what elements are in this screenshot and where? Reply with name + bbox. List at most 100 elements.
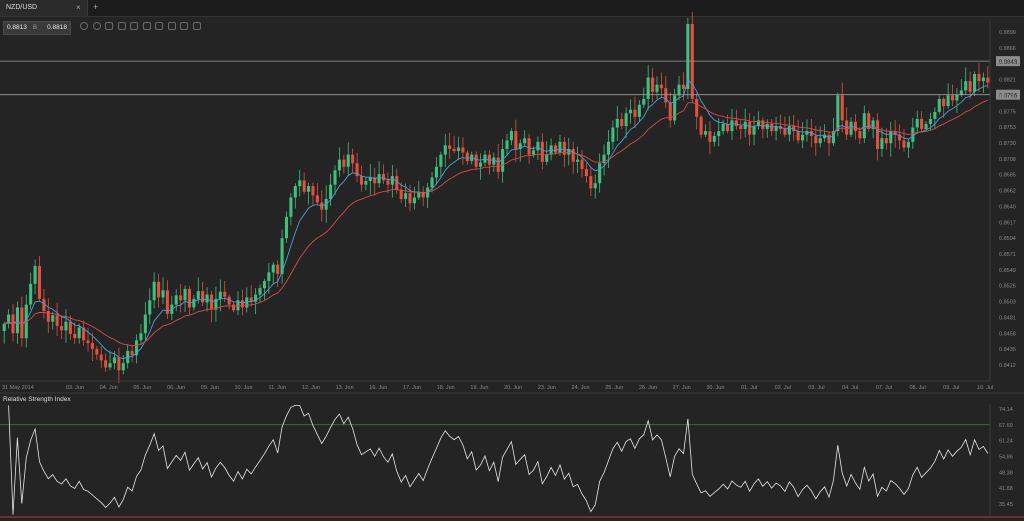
candle-body — [254, 294, 258, 302]
candle-body — [55, 315, 59, 327]
area-icon[interactable] — [155, 22, 163, 30]
candle-body — [377, 173, 381, 184]
x-tick-label: 31 May 2014 — [2, 385, 34, 391]
tab-nzdusd[interactable]: NZD/USD × — [0, 0, 88, 16]
y-tick-label: 0.8730 — [999, 141, 1016, 147]
add-tab-icon[interactable]: + — [93, 2, 99, 12]
quote-box[interactable]: 0.8813 B 0.8818 — [3, 21, 71, 35]
candle-body — [404, 193, 408, 199]
candle-body — [686, 24, 690, 89]
candle-body — [712, 136, 716, 142]
candle-body — [898, 134, 902, 141]
candle-body — [584, 168, 588, 177]
candle-body — [871, 120, 875, 129]
zoom-out-icon[interactable] — [92, 22, 101, 30]
candle-body — [492, 157, 496, 165]
candle-body — [593, 183, 597, 189]
candle-body — [986, 77, 990, 83]
candles-icon[interactable] — [117, 22, 126, 30]
candle-body — [86, 340, 90, 344]
indicator-icon[interactable] — [167, 22, 176, 30]
x-tick-label: 27. Jun — [673, 385, 691, 391]
candle-body — [540, 141, 544, 162]
y-tick-label: 0.8435 — [999, 347, 1016, 353]
line-icon[interactable] — [142, 22, 151, 30]
candle-body — [487, 154, 491, 165]
candle-body — [518, 143, 522, 149]
y-tick-label: 0.8662 — [999, 189, 1016, 195]
candle-body — [29, 283, 33, 305]
ma-fast-line — [4, 79, 988, 360]
drawing-icon[interactable] — [180, 22, 188, 30]
candle-body — [474, 154, 478, 167]
x-tick-label: 12. Jun — [302, 385, 320, 391]
cursor-icon[interactable] — [105, 22, 113, 30]
candle-body — [562, 141, 566, 155]
pencil-icon[interactable] — [192, 22, 201, 30]
candle-body — [761, 120, 765, 129]
x-tick-label: 23. Jun — [538, 385, 556, 391]
rsi-tick-label: 41.88 — [999, 486, 1013, 492]
x-tick-label: 11. Jun — [268, 385, 286, 391]
candle-body — [381, 173, 386, 181]
candle-body — [104, 360, 108, 368]
rsi-tick-label: 74.14 — [999, 407, 1013, 413]
candle-body — [434, 166, 438, 178]
candle-body — [545, 154, 549, 162]
candle-body — [703, 131, 708, 135]
candle-body — [668, 102, 672, 121]
candle-body — [245, 297, 249, 308]
y-tick-label: 0.8549 — [999, 268, 1016, 274]
candle-body — [42, 298, 46, 312]
candle-body — [805, 131, 809, 135]
bars-icon[interactable] — [130, 22, 138, 30]
candle-body — [893, 131, 897, 135]
candle-body — [60, 326, 64, 331]
candle-body — [7, 314, 11, 324]
candle-body — [620, 118, 624, 127]
candle-body — [223, 291, 227, 297]
zoom-in-icon[interactable] — [80, 22, 88, 30]
candle-body — [227, 296, 231, 305]
x-tick-label: 03. Jul — [808, 385, 824, 391]
candle-body — [395, 176, 399, 190]
candle-body — [452, 148, 456, 152]
candle-body — [796, 131, 800, 141]
x-tick-label: 01. Jul — [741, 385, 757, 391]
candle-body — [955, 94, 959, 101]
candle-body — [818, 138, 822, 144]
candle-body — [787, 126, 791, 135]
y-tick-label: 0.8594 — [999, 236, 1016, 242]
candle-body — [571, 148, 575, 162]
chart-toolbar: 0.8813 B 0.8818 — [0, 17, 1024, 37]
candle-body — [249, 297, 253, 302]
candle-body — [739, 126, 743, 129]
y-tick-label: 0.8708 — [999, 157, 1016, 163]
candle-body — [37, 266, 42, 299]
close-icon[interactable]: × — [76, 3, 81, 12]
y-tick-label: 0.8458 — [999, 331, 1016, 337]
y-tick-label: 0.8526 — [999, 284, 1016, 290]
x-tick-label: 08. Jul — [909, 385, 925, 391]
candle-body — [342, 159, 346, 167]
y-tick-label: 0.8866 — [999, 46, 1016, 52]
y-tick-label: 0.8821 — [999, 78, 1016, 84]
candle-body — [743, 121, 747, 129]
candle-body — [337, 159, 341, 171]
candle-body — [964, 81, 968, 91]
candle-body — [399, 189, 403, 199]
candle-body — [721, 123, 725, 132]
x-tick-label: 02. Jul — [775, 385, 791, 391]
candle-body — [33, 266, 37, 284]
candle-body — [351, 154, 355, 164]
y-tick-label: 0.8685 — [999, 173, 1016, 179]
y-tick-label: 0.8617 — [999, 220, 1016, 226]
candle-body — [531, 150, 536, 155]
candle-body — [183, 288, 187, 301]
candle-body — [624, 113, 628, 127]
candle-body — [708, 131, 712, 142]
candle-body — [46, 311, 50, 322]
candle-body — [836, 95, 840, 132]
candle-body — [933, 111, 937, 119]
